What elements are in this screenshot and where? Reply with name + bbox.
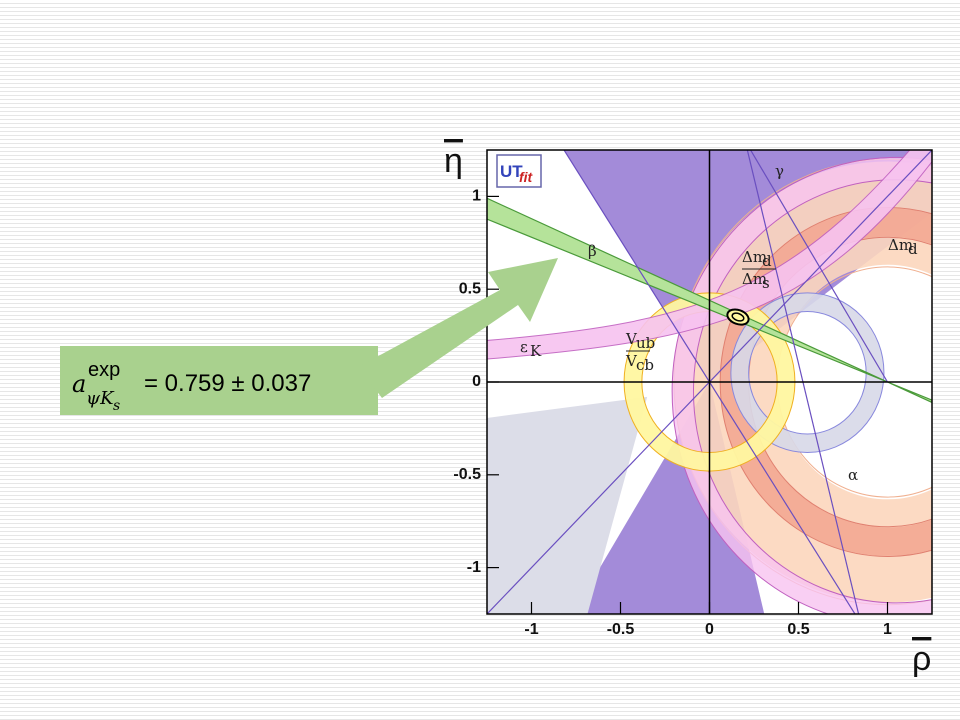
y-tick-label: -1	[467, 559, 481, 576]
x-tick-label: 0.5	[787, 621, 809, 638]
logo-box	[496, 154, 542, 188]
ring-edge	[730, 292, 885, 454]
constraint-line	[749, 150, 889, 383]
y-tick-label: -0.5	[453, 466, 481, 483]
callout-equation: = 0.759 ± 0.037	[144, 370, 311, 397]
y-tick-label: 1	[472, 188, 481, 205]
annotation-sub: K	[530, 342, 542, 360]
annotation: V	[625, 352, 638, 370]
logo-fit: fit	[519, 169, 534, 185]
annotation: Δm	[742, 270, 767, 288]
fit-contour	[731, 312, 745, 322]
annotation: α	[848, 466, 858, 484]
annotation-sub: ub	[636, 334, 655, 352]
annotation: V	[625, 330, 638, 348]
annotation: Δm	[888, 236, 913, 254]
annotation-sub: s	[762, 274, 770, 292]
annotation-sub: d	[908, 240, 918, 258]
annotation: γ	[775, 162, 784, 180]
alpha-region	[487, 396, 648, 614]
annotation-sub: cb	[636, 356, 654, 374]
y-axis-label: η	[444, 142, 463, 180]
plot-regions	[487, 150, 932, 614]
annotation-sub: d	[762, 252, 772, 270]
annotation: ε	[520, 338, 528, 356]
x-tick-label: 1	[883, 621, 892, 638]
callout-box	[60, 346, 378, 415]
logo: UT	[500, 162, 523, 181]
ring-edge	[671, 156, 932, 614]
callout-arrow	[360, 258, 558, 398]
x-tick-label: -0.5	[607, 621, 635, 638]
annotation: β	[588, 242, 597, 260]
fit-contour	[726, 308, 750, 326]
callout-subscript: ψK	[86, 388, 115, 409]
callout-subsubscript: s	[113, 398, 120, 414]
x-tick-label: -1	[524, 621, 538, 638]
constraint-ring	[730, 293, 884, 453]
constraint-line	[563, 150, 711, 383]
y-tick-label: 0.5	[459, 280, 481, 297]
annotation: Δm	[742, 248, 767, 266]
x-axis-label: ρ	[912, 640, 931, 678]
callout-superscript: exp	[88, 359, 120, 381]
y-tick-label: 0	[472, 373, 481, 390]
callout-symbol: a	[72, 370, 86, 398]
constraint-line	[708, 381, 856, 614]
x-tick-label: 0	[705, 621, 714, 638]
